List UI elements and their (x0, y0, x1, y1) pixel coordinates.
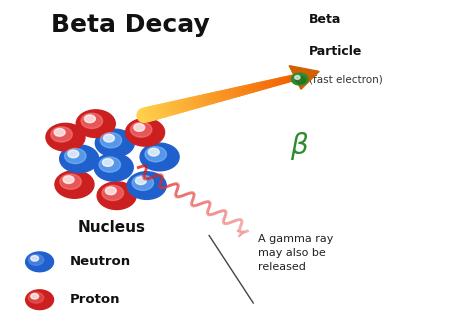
Text: Proton: Proton (70, 293, 120, 306)
Circle shape (148, 148, 159, 156)
Text: Beta Decay: Beta Decay (51, 13, 210, 37)
Circle shape (26, 290, 54, 309)
Text: Beta: Beta (309, 13, 341, 26)
Circle shape (132, 175, 154, 191)
Circle shape (136, 177, 146, 184)
Circle shape (64, 149, 86, 164)
Circle shape (134, 124, 145, 131)
Circle shape (84, 115, 95, 123)
Circle shape (28, 254, 44, 265)
Polygon shape (289, 66, 319, 89)
Circle shape (26, 252, 54, 272)
Circle shape (31, 293, 38, 299)
Circle shape (292, 73, 308, 85)
Circle shape (60, 145, 99, 173)
Circle shape (54, 128, 65, 136)
Circle shape (102, 185, 124, 201)
Circle shape (145, 146, 166, 162)
Circle shape (31, 256, 38, 261)
Circle shape (140, 143, 179, 171)
Circle shape (100, 133, 122, 148)
Circle shape (295, 76, 300, 79)
Circle shape (97, 182, 136, 210)
Circle shape (46, 123, 85, 151)
Circle shape (126, 119, 164, 146)
Circle shape (60, 174, 82, 189)
Circle shape (103, 134, 114, 142)
Text: (fast electron): (fast electron) (309, 74, 383, 84)
Circle shape (102, 159, 113, 166)
Circle shape (295, 76, 306, 84)
Circle shape (76, 110, 115, 137)
Circle shape (81, 113, 102, 128)
Circle shape (51, 127, 73, 142)
Text: Particle: Particle (309, 44, 363, 57)
Text: $\beta$: $\beta$ (291, 130, 310, 162)
Circle shape (105, 187, 116, 195)
Circle shape (94, 154, 133, 181)
Circle shape (68, 150, 79, 158)
Circle shape (55, 171, 94, 198)
Circle shape (99, 157, 120, 172)
Circle shape (28, 292, 44, 303)
Text: Nucleus: Nucleus (78, 220, 146, 235)
Circle shape (63, 176, 74, 183)
Text: A gamma ray
may also be
released: A gamma ray may also be released (258, 234, 333, 272)
Circle shape (130, 122, 152, 137)
Text: Neutron: Neutron (70, 255, 131, 268)
Circle shape (95, 129, 134, 157)
Circle shape (127, 172, 166, 199)
